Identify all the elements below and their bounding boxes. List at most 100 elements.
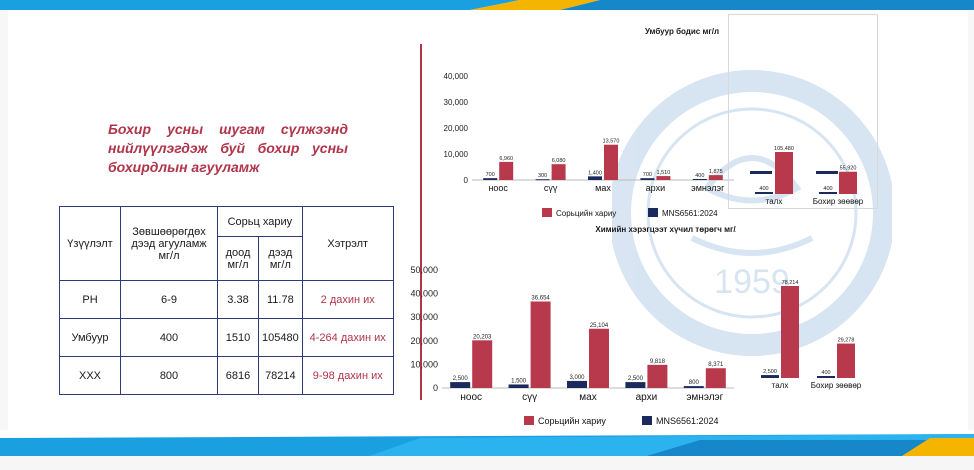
y-tick-label: 40,000 <box>444 72 469 81</box>
y-tick-label: 0 <box>433 383 438 393</box>
header-min: доод мг/л <box>217 236 259 281</box>
chart-title: Химийн хэрэгцээт хүчил төрөгч мг/л <box>595 225 736 234</box>
data-label-sample: 1,510 <box>657 170 671 176</box>
legend-label-sample: Сорьцийн хариу <box>556 209 616 218</box>
category-label: архи <box>636 392 658 403</box>
y-tick-label: 30,000 <box>410 312 438 322</box>
pollution-table: Үзүүлэлт Зөвшөөрөгдөх дээд агууламж мг/л… <box>59 206 394 395</box>
bar-sample <box>837 343 855 378</box>
bar-standard <box>535 179 550 181</box>
bar-standard <box>683 386 704 388</box>
y-tick-label: 50,000 <box>410 265 438 275</box>
bar-standard <box>692 178 707 180</box>
data-label-standard: 300 <box>538 173 547 179</box>
data-label-standard: 700 <box>486 172 495 178</box>
bar-standard <box>450 382 471 388</box>
y-tick-label: 40,000 <box>410 289 438 299</box>
bar-standard <box>508 384 529 388</box>
cod-chart: Химийн хэрэгцээт хүчил төрөгч мг/л 0 10,00… <box>410 225 736 426</box>
cell-min: 6816 <box>217 356 259 395</box>
y-tick-label: 30,000 <box>444 98 469 107</box>
category-label: ноос <box>488 183 508 193</box>
legend-swatch-sample <box>524 416 534 425</box>
bar-standard <box>755 192 773 194</box>
header-limit: Зөвшөөрөгдөх дээд агууламж мг/л <box>120 206 218 281</box>
category-label: талх <box>772 381 789 390</box>
header-sample: Сорьц хариу <box>217 206 303 237</box>
bar-sample <box>604 144 618 180</box>
data-label-sample: 1,875 <box>709 169 723 175</box>
limit-marker <box>816 171 838 174</box>
header-max: дээд мг/л <box>258 236 303 281</box>
data-label-sample: 13,570 <box>603 139 620 145</box>
bar-standard <box>483 178 498 180</box>
data-label-sample: 78,214 <box>782 280 799 286</box>
data-label-sample: 55,920 <box>840 166 857 172</box>
category-label: сүү <box>522 392 537 403</box>
bar-standard <box>640 178 655 180</box>
bar-sample <box>530 301 551 388</box>
data-label-sample: 6,080 <box>552 158 566 164</box>
bar-standard <box>625 382 646 388</box>
category-label: талх <box>766 197 783 206</box>
bar-standard <box>588 176 602 180</box>
data-label-sample: 8,371 <box>708 362 724 368</box>
bar-sample <box>839 171 857 194</box>
data-label-sample: 29,278 <box>838 338 855 344</box>
data-label-standard: 2,500 <box>763 369 777 375</box>
bar-sample <box>589 328 609 388</box>
bar-sample <box>647 364 668 388</box>
cell-max: 78214 <box>258 356 303 395</box>
y-tick-label: 10,000 <box>444 150 469 159</box>
bar-standard <box>817 376 835 378</box>
bar-sample <box>472 340 493 388</box>
cell-indicator: Умбуур <box>59 318 121 357</box>
divider-line <box>420 44 422 400</box>
category-label: эмнэлэг <box>691 183 725 193</box>
cell-limit: 6-9 <box>120 280 218 319</box>
bar-sample <box>775 152 793 194</box>
bod-chart-extra: 400 105,480 талх 400 55,920 Бохир зөөвөр <box>728 14 878 209</box>
chart-title: Умбуур бодис мг/л <box>645 27 719 36</box>
bar-sample <box>656 176 671 180</box>
cell-indicator: ХХХ <box>59 356 121 395</box>
data-label-sample: 9,818 <box>650 359 666 365</box>
legend-label-sample: Сорьцийн хариу <box>538 416 606 426</box>
category-label: ноос <box>460 392 482 403</box>
y-tick-label: 20,000 <box>410 336 438 346</box>
bar-standard <box>761 375 779 378</box>
data-label-sample: 6,960 <box>499 156 513 162</box>
cell-limit: 400 <box>120 318 218 357</box>
legend-swatch-standard <box>648 208 658 217</box>
data-label-standard: 400 <box>821 370 830 376</box>
cell-limit: 800 <box>120 356 218 395</box>
y-tick-label: 0 <box>464 176 469 185</box>
table-row: PH 6-9 3.38 11.78 2 дахин их <box>59 280 394 319</box>
top-decor-stripe <box>0 0 974 10</box>
data-label-standard: 400 <box>823 186 832 192</box>
y-tick-label: 10,000 <box>410 359 438 369</box>
limit-marker <box>750 171 772 174</box>
y-tick-label: 20,000 <box>444 124 469 133</box>
bar-standard <box>567 380 587 388</box>
category-label: Бохир зөөвөр <box>813 197 864 206</box>
table-row: ХХХ 800 6816 78214 9-98 дахин их <box>59 356 394 395</box>
data-label-standard: 800 <box>689 380 700 386</box>
legend-swatch-standard <box>642 416 652 425</box>
data-label-standard: 700 <box>643 172 652 178</box>
data-label-standard: 400 <box>759 186 768 192</box>
legend-swatch-sample <box>542 208 552 217</box>
slide-heading: Бохир усны шугам сүлжээнд нийлүүлэгдэж б… <box>108 121 348 175</box>
bar-sample <box>708 175 723 180</box>
cell-max: 105480 <box>258 318 303 357</box>
table-row: Умбуур 400 1510 105480 4-264 дахин их <box>59 318 394 357</box>
data-label-sample: 20,203 <box>473 334 492 340</box>
bar-sample <box>499 161 514 180</box>
bod-chart: Умбуур бодис мг/л 0 10,000 20,000 30,000 40,0… <box>444 27 734 218</box>
cod-chart-extra: 2,500 78,214 талх 400 29,278 Бохир зөөвөр <box>761 280 862 390</box>
data-label-standard: 1,400 <box>588 170 602 176</box>
cell-min: 3.38 <box>217 280 259 319</box>
data-label-standard: 3,000 <box>569 375 585 381</box>
header-indicator: Үзүүлэлт <box>59 206 121 281</box>
data-label-sample: 36,654 <box>531 295 550 301</box>
